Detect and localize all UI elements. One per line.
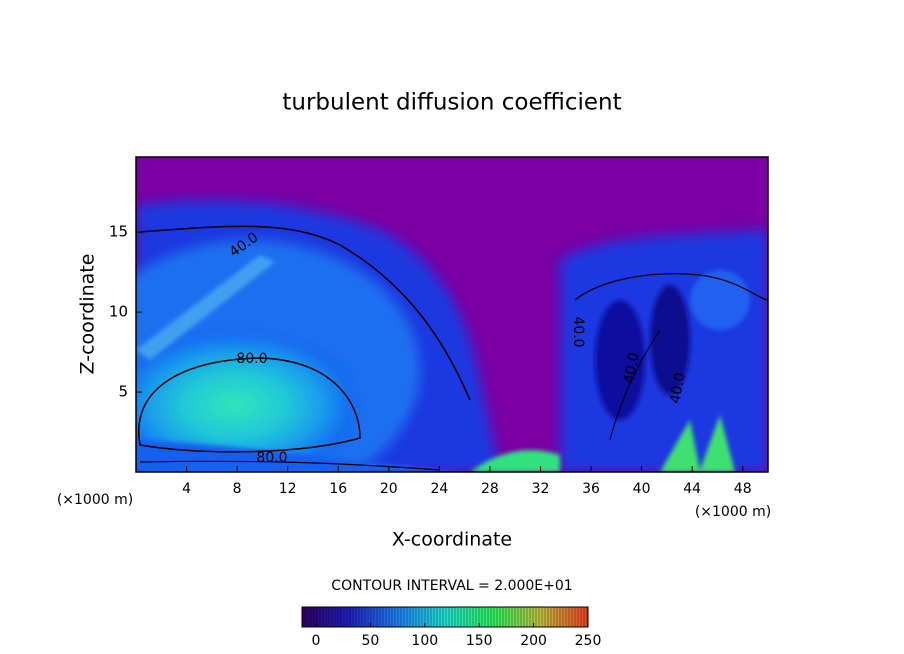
colorbar xyxy=(301,606,589,628)
colorbar-tick-label: 100 xyxy=(411,633,438,649)
colorbar-tick-label: 0 xyxy=(312,633,321,649)
field xyxy=(136,157,768,472)
contour-label: 80.0 xyxy=(236,351,267,367)
y-axis-label: Z-coordinate xyxy=(77,254,99,375)
x-axis-label: X-coordinate xyxy=(392,529,512,551)
chart-title: turbulent diffusion coefficient xyxy=(282,90,621,116)
x-tick-label: 4 xyxy=(182,481,191,497)
colorbar-tick-label: 200 xyxy=(520,633,547,649)
colorbar-tick-label: 50 xyxy=(361,633,379,649)
x-tick-label: 20 xyxy=(380,481,398,497)
x-tick-label: 40 xyxy=(633,481,651,497)
x-tick-label: 28 xyxy=(481,481,499,497)
x-tick-label: 32 xyxy=(532,481,550,497)
contour-label: 80.0 xyxy=(256,450,287,466)
colorbar-tick-label: 250 xyxy=(575,633,602,649)
y-tick-label: 10 xyxy=(109,303,128,321)
x-unit: (×1000 m) xyxy=(695,504,771,520)
contour-label: 40.0 xyxy=(570,316,586,347)
x-tick-label: 12 xyxy=(279,481,297,497)
y-tick-label: 5 xyxy=(118,383,128,401)
contour-interval: CONTOUR INTERVAL = 2.000E+01 xyxy=(331,578,572,594)
x-tick-label: 24 xyxy=(430,481,448,497)
x-tick-label: 48 xyxy=(734,481,752,497)
y-tick-label: 15 xyxy=(109,223,128,241)
x-tick-label: 8 xyxy=(233,481,242,497)
plot-frame xyxy=(135,156,769,473)
x-unit: (×1000 m) xyxy=(57,492,133,508)
contour-label: 40.0 xyxy=(621,351,642,384)
contour-label: 40.0 xyxy=(667,371,688,404)
x-tick-label: 36 xyxy=(582,481,600,497)
x-tick-label: 44 xyxy=(683,481,701,497)
x-tick-label: 16 xyxy=(329,481,347,497)
colorbar-tick-label: 150 xyxy=(466,633,493,649)
